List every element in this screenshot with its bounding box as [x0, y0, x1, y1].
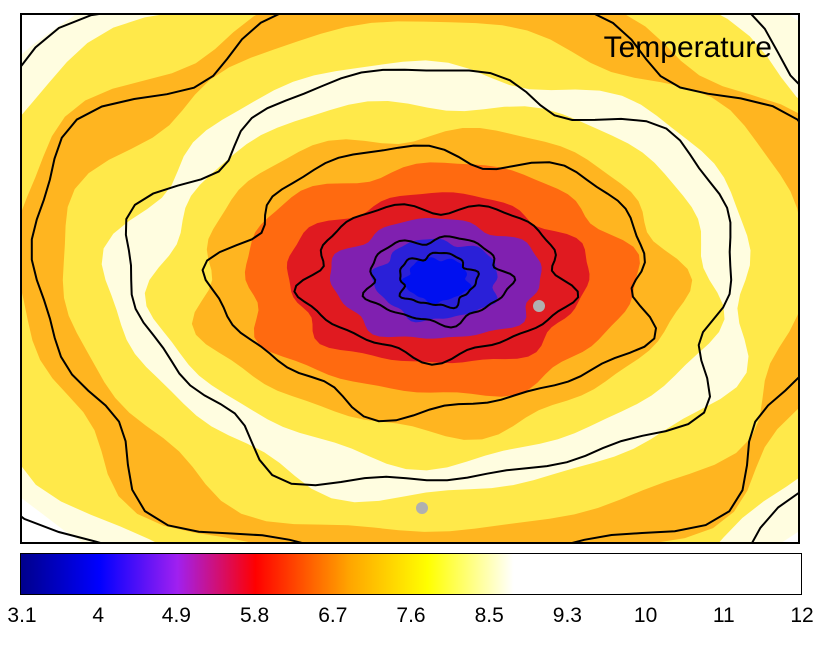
temperature-band: [401, 257, 472, 306]
missing-data-speck: [533, 300, 545, 312]
temperature-map-panel: Temperature: [20, 13, 800, 544]
colorbar-tick-label: 9.3: [552, 604, 582, 627]
contour-line: [398, 251, 480, 310]
colorbar-tick-label: 6.7: [318, 604, 348, 627]
colorbar-tick-label: 5.8: [239, 604, 270, 627]
colorbar-tick-label: 10: [633, 604, 658, 627]
contour-line: [30, 15, 798, 542]
contour-line: [201, 144, 658, 423]
temperature-field: [22, 15, 798, 542]
contour-line: [361, 235, 517, 329]
colorbar-tick-label: 3.1: [7, 604, 37, 627]
contour-line: [124, 68, 733, 487]
colorbar-tick-label: 4: [92, 604, 105, 627]
missing-data-speck: [416, 502, 428, 514]
colorbar-tick-label: 8.5: [474, 604, 504, 627]
contour-line: [293, 203, 580, 366]
colorbar-tick-label: 12: [790, 604, 814, 627]
colorbar-tick-label: 7.6: [396, 604, 426, 627]
chart-title: Temperature: [603, 31, 772, 64]
colorbar-tick-label: 11: [712, 604, 735, 627]
colorbar-tick-labels: 3.1 4 4.9 5.8 6.7 7.6 8.5 9.3 10 11 12: [0, 604, 822, 634]
colorbar: [20, 553, 802, 595]
colorbar-tick-label: 4.9: [161, 604, 191, 627]
